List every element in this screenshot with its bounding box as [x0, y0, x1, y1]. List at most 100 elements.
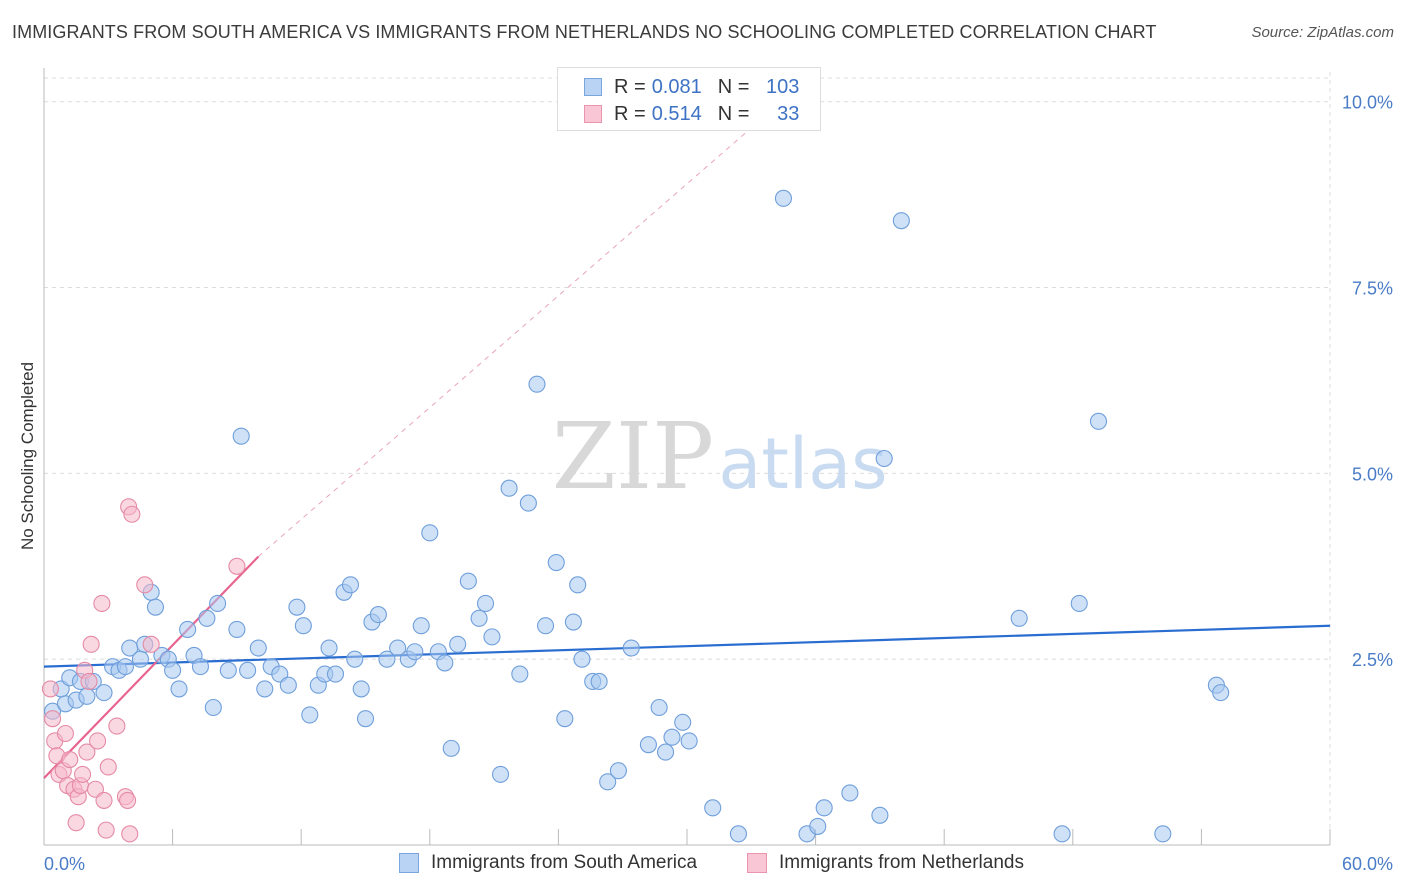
watermark-atlas: atlas — [718, 423, 887, 505]
point-netherlands — [93, 594, 111, 612]
point-south-america — [875, 449, 893, 468]
point-south-america — [1089, 412, 1108, 430]
legend-r-label: R = — [614, 102, 646, 125]
y-tick-label: 2.5% — [1352, 650, 1393, 670]
point-south-america — [179, 620, 197, 639]
point-south-america — [547, 554, 565, 572]
point-south-america — [406, 643, 424, 661]
series-label-south-america: Immigrants from South America — [431, 852, 698, 873]
point-south-america — [657, 743, 675, 761]
trend-lines — [43, 71, 1331, 779]
point-south-america — [556, 710, 574, 728]
point-south-america — [511, 665, 529, 683]
point-south-america — [459, 572, 477, 590]
point-south-america — [650, 698, 668, 717]
point-south-america — [1212, 684, 1230, 702]
point-south-america — [1053, 825, 1071, 843]
point-netherlands — [121, 825, 139, 843]
point-south-america — [356, 710, 375, 728]
point-south-america — [639, 736, 657, 754]
point-netherlands — [99, 758, 117, 776]
point-netherlands — [123, 505, 141, 523]
point-south-america — [536, 617, 555, 635]
point-south-america — [412, 617, 430, 635]
point-south-america — [1070, 594, 1088, 612]
source-label: Source: ZipAtlas.com — [1251, 24, 1394, 41]
point-south-america — [341, 576, 360, 594]
point-south-america — [569, 576, 587, 594]
trend-extension-netherlands — [258, 71, 816, 557]
point-south-america — [519, 494, 537, 512]
point-south-america — [256, 680, 274, 698]
point-south-america — [892, 212, 910, 230]
point-south-america — [704, 799, 722, 817]
y-tick-label: 10.0% — [1342, 93, 1393, 113]
watermark-zip: ZIP — [552, 403, 714, 510]
point-south-america — [170, 680, 188, 698]
x-tick-label-max: 60.0% — [1342, 854, 1393, 874]
point-south-america — [491, 765, 510, 783]
trend-line-south-america — [43, 624, 1331, 668]
legend-n-value: 33 — [777, 102, 800, 125]
y-tick-label: 5.0% — [1352, 464, 1393, 484]
point-netherlands — [41, 680, 59, 698]
point-south-america — [326, 665, 345, 683]
point-netherlands — [108, 717, 126, 735]
point-south-america — [809, 817, 827, 835]
point-south-america — [663, 728, 681, 746]
point-south-america — [232, 427, 250, 445]
point-south-america — [279, 676, 297, 694]
point-south-america — [564, 613, 582, 631]
point-south-america — [209, 594, 227, 612]
point-south-america — [95, 684, 113, 702]
point-netherlands — [136, 576, 154, 594]
point-south-america — [476, 594, 495, 612]
point-netherlands — [95, 791, 113, 809]
point-south-america — [729, 825, 747, 843]
point-south-america — [815, 799, 833, 817]
point-south-america — [191, 658, 210, 676]
x-tick-label-min: 0.0% — [44, 854, 85, 874]
point-south-america — [470, 609, 488, 627]
point-south-america — [449, 635, 467, 653]
point-south-america — [204, 698, 222, 717]
point-south-america — [352, 680, 370, 698]
point-south-america — [219, 661, 237, 679]
legend-r-value: 0.081 — [651, 75, 702, 98]
point-south-america — [871, 806, 889, 824]
series-legend: Immigrants from South America Immigrants… — [0, 852, 1406, 878]
point-south-america — [116, 658, 134, 676]
legend-swatch-netherlands — [584, 105, 602, 123]
point-south-america — [573, 650, 591, 668]
y-tick-label: 7.5% — [1352, 279, 1393, 299]
point-south-america — [421, 524, 439, 542]
series-legend-south-america: Immigrants from South America — [399, 852, 697, 874]
legend-row-south-america: R = 0.081 N = 103 — [584, 75, 799, 99]
point-south-america — [288, 598, 306, 616]
point-netherlands — [82, 635, 100, 653]
point-south-america — [294, 617, 312, 635]
point-netherlands — [74, 765, 92, 783]
tick-labels: 2.5% 5.0% 7.5% 10.0% 0.0% 60.0% — [44, 93, 1393, 874]
point-south-america — [198, 609, 216, 627]
point-south-america — [146, 598, 165, 616]
point-south-america — [320, 639, 338, 657]
point-south-america — [239, 661, 257, 679]
point-south-america — [442, 739, 460, 757]
point-south-america — [78, 687, 96, 705]
point-south-america — [301, 706, 319, 724]
point-south-america — [436, 654, 454, 672]
series-label-netherlands: Immigrants from Netherlands — [779, 852, 1024, 873]
point-netherlands — [80, 672, 98, 691]
point-south-america — [674, 713, 692, 731]
point-south-america — [346, 650, 364, 668]
point-netherlands — [67, 814, 85, 832]
point-netherlands — [142, 635, 160, 653]
point-netherlands — [119, 791, 137, 809]
chart-title: IMMIGRANTS FROM SOUTH AMERICA VS IMMIGRA… — [12, 22, 1157, 42]
legend-r-label: R = — [614, 75, 646, 98]
point-south-america — [590, 672, 608, 691]
point-netherlands — [61, 750, 79, 769]
point-south-america — [609, 762, 627, 780]
point-south-america — [500, 479, 518, 497]
